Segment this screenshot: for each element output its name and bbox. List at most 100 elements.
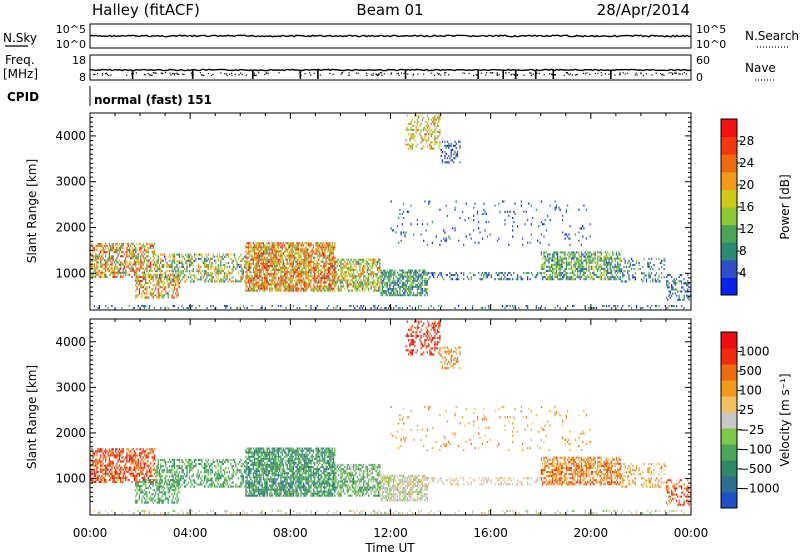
- echo-cell: [577, 259, 579, 262]
- echo-cell: [141, 271, 143, 274]
- echo-cell: [440, 274, 442, 277]
- echo-cell: [633, 276, 635, 279]
- echo-cell: [370, 273, 372, 276]
- echo-cell: [514, 305, 516, 308]
- echo-cell: [569, 276, 571, 279]
- echo-cell: [560, 278, 563, 281]
- echo-cell: [245, 283, 247, 286]
- echo-cell: [587, 257, 589, 260]
- echo-cell: [284, 244, 286, 247]
- echo-cell: [350, 305, 352, 308]
- echo-cell: [350, 264, 352, 267]
- echo-cell: [264, 266, 266, 269]
- nave-dot: [379, 72, 381, 74]
- nave-dot: [662, 73, 664, 75]
- echo-cell: [252, 256, 255, 259]
- echo-cell: [410, 137, 412, 140]
- echo-cell: [325, 248, 327, 251]
- nave-dot: [313, 72, 315, 74]
- echo-cell: [103, 249, 106, 252]
- nave-dot: [365, 72, 368, 74]
- echo-cell: [567, 261, 569, 264]
- echo-cell: [589, 274, 591, 277]
- echo-cell: [256, 277, 258, 280]
- echo-cell: [627, 261, 629, 264]
- echo-cell: [330, 269, 332, 272]
- echo-cell: [537, 272, 539, 275]
- echo-cell: [356, 305, 358, 308]
- echo-cell: [403, 210, 405, 213]
- echo-cell: [96, 464, 98, 467]
- echo-cell: [578, 265, 580, 268]
- echo-cell: [252, 269, 255, 272]
- echo-cell: [406, 114, 409, 117]
- echo-cell: [250, 242, 252, 245]
- echo-cell: [396, 279, 399, 282]
- echo-cell: [394, 292, 396, 295]
- echo-cell: [368, 279, 370, 282]
- echo-cell: [363, 266, 365, 269]
- echo-cell: [544, 251, 546, 254]
- echo-cell: [503, 200, 505, 203]
- echo-cell: [424, 135, 426, 138]
- echo-cell: [609, 272, 611, 275]
- echo-cell: [624, 280, 626, 283]
- echo-cell: [269, 244, 271, 247]
- echo-cell: [678, 294, 680, 297]
- echo-cell: [312, 269, 315, 272]
- nave-dot: [604, 73, 606, 75]
- echo-cell: [582, 253, 584, 256]
- echo-cell: [117, 253, 119, 256]
- echo-cell: [245, 262, 247, 265]
- echo-cell: [543, 272, 545, 275]
- echo-cell: [668, 294, 670, 297]
- echo-cell: [138, 247, 141, 250]
- echo-cell: [302, 258, 305, 261]
- echo-cell: [108, 255, 111, 258]
- echo-cell: [568, 278, 570, 281]
- echo-cell: [279, 242, 281, 245]
- echo-cell: [212, 255, 214, 258]
- echo-cell: [112, 275, 114, 278]
- echo-cell: [549, 267, 551, 270]
- echo-cell: [265, 283, 267, 286]
- echo-cell: [106, 263, 108, 266]
- echo-cell: [315, 281, 317, 284]
- echo-cell: [619, 253, 621, 256]
- echo-cell: [419, 275, 421, 278]
- echo-cell: [150, 292, 152, 295]
- echo-cell: [251, 254, 253, 257]
- echo-cell: [409, 290, 411, 293]
- echo-cell: [290, 256, 292, 259]
- echo-cell: [102, 476, 104, 479]
- echo-cell: [635, 261, 638, 264]
- echo-cell: [178, 278, 181, 281]
- echo-cell: [255, 242, 257, 245]
- echo-cell: [350, 279, 352, 282]
- echo-cell: [385, 292, 387, 295]
- echo-cell: [280, 287, 282, 290]
- echo-cell: [398, 279, 400, 282]
- echo-cell: [414, 273, 416, 276]
- echo-cell: [271, 275, 273, 278]
- echo-cell: [365, 277, 367, 280]
- echo-cell: [254, 283, 256, 286]
- echo-cell: [569, 278, 571, 281]
- echo-cell: [101, 255, 103, 258]
- echo-cell: [316, 281, 318, 284]
- echo-cell: [261, 242, 263, 245]
- echo-cell: [555, 251, 558, 254]
- echo-cell: [254, 287, 256, 290]
- echo-cell: [683, 282, 685, 285]
- echo-cell: [171, 264, 173, 267]
- echo-cell: [160, 268, 162, 271]
- echo-cell: [97, 265, 99, 268]
- echo-cell: [628, 276, 630, 279]
- echo-cell: [158, 270, 161, 273]
- echo-cell: [91, 464, 93, 467]
- echo-cell: [249, 244, 251, 247]
- echo-cell: [143, 277, 146, 280]
- echo-cell: [182, 255, 184, 258]
- echo-cell: [461, 210, 464, 213]
- nave-dot: [412, 73, 415, 75]
